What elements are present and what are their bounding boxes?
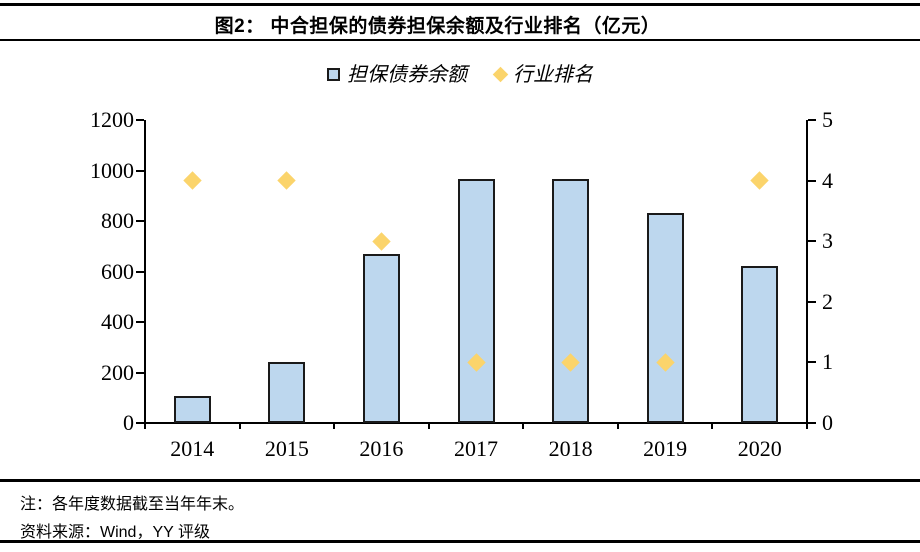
y-axis-left-tick <box>136 119 144 121</box>
bar-2020 <box>741 266 779 423</box>
bar-2016 <box>362 253 400 423</box>
x-axis-tick <box>333 423 336 429</box>
y-axis-right-tick <box>808 240 816 243</box>
y-axis-left-tick <box>136 220 144 222</box>
y-axis-left-tick <box>136 270 144 273</box>
rank-marker-2015 <box>277 171 297 190</box>
x-axis-tick <box>806 423 808 429</box>
chart-legend: 担保债券余额 行业排名 <box>0 64 920 84</box>
y-axis-right-tick <box>808 179 816 182</box>
x-axis-tick <box>144 423 146 429</box>
x-axis-category-label: 2020 <box>737 436 782 461</box>
y-axis-right-tick-label: 1 <box>822 349 833 375</box>
bar-series-swatch-icon <box>327 67 340 81</box>
y-axis-right-tick-label: 5 <box>822 107 833 132</box>
y-axis-right-tick <box>808 300 816 303</box>
x-axis-category-label: 2015 <box>264 436 309 461</box>
y-axis-left-tick-label: 200 <box>101 359 134 385</box>
bar-2019 <box>646 213 684 423</box>
legend-label-bond-balance: 担保债券余额 <box>347 62 467 86</box>
y-axis-left-tick-label: 1000 <box>90 157 134 183</box>
y-axis-left-tick <box>136 169 144 172</box>
bar-2015 <box>268 362 306 423</box>
x-axis-category-label: 2014 <box>170 436 215 461</box>
y-axis-right-tick <box>808 422 816 424</box>
y-axis-left-tick-label: 1200 <box>90 107 134 132</box>
y-axis-left-tick <box>136 321 144 323</box>
x-axis-category-label: 2017 <box>454 436 498 461</box>
y-axis-right-tick-label: 3 <box>822 228 833 254</box>
x-axis <box>144 422 808 424</box>
x-axis-tick <box>711 423 714 429</box>
x-axis-category-label: 2016 <box>359 436 404 461</box>
title-divider-line <box>0 39 920 41</box>
y-axis-right-tick <box>808 361 816 364</box>
legend-item-industry-rank: 行业排名 <box>492 62 593 86</box>
bar-2017 <box>457 179 495 423</box>
y-axis-right-tick-label: 2 <box>822 288 833 314</box>
note-divider-line <box>0 479 920 482</box>
y-axis-left-tick <box>136 371 144 374</box>
y-axis-right-tick <box>808 119 816 121</box>
y-axis-right-tick-label: 4 <box>822 167 833 193</box>
bar-2014 <box>173 396 211 423</box>
figure-title: 图2： 中合担保的债券担保余额及行业排名（亿元） <box>214 16 661 37</box>
bottom-border-line <box>0 540 920 543</box>
y-axis-left-tick-label: 400 <box>101 309 134 334</box>
rank-marker-2016 <box>372 231 391 251</box>
top-border-line <box>0 3 920 6</box>
y-axis-left <box>144 120 146 423</box>
x-axis-tick <box>427 423 430 429</box>
legend-item-bond-balance: 担保债券余额 <box>327 64 467 84</box>
rank-marker-2014 <box>183 171 202 190</box>
y-axis-right-tick-label: 0 <box>822 410 833 435</box>
x-axis-tick <box>238 423 241 429</box>
figure-source: 资料来源：Wind，YY 评级 <box>20 524 210 541</box>
x-axis-tick <box>522 423 525 429</box>
y-axis-left-tick-label: 0 <box>123 410 134 435</box>
x-axis-category-label: 2018 <box>548 436 593 461</box>
y-axis-left-tick-label: 600 <box>101 258 134 284</box>
legend-label-industry-rank: 行业排名 <box>513 62 593 86</box>
y-axis-left-tick <box>136 422 144 424</box>
y-axis-left-tick-label: 800 <box>101 208 134 233</box>
y-axis-right <box>806 120 808 423</box>
x-axis-category-label: 2019 <box>643 436 688 461</box>
figure-note: 注：各年度数据截至当年年末。 <box>20 496 245 513</box>
rank-marker-2020 <box>750 171 769 190</box>
bar-2018 <box>552 179 590 423</box>
x-axis-tick <box>616 423 619 429</box>
